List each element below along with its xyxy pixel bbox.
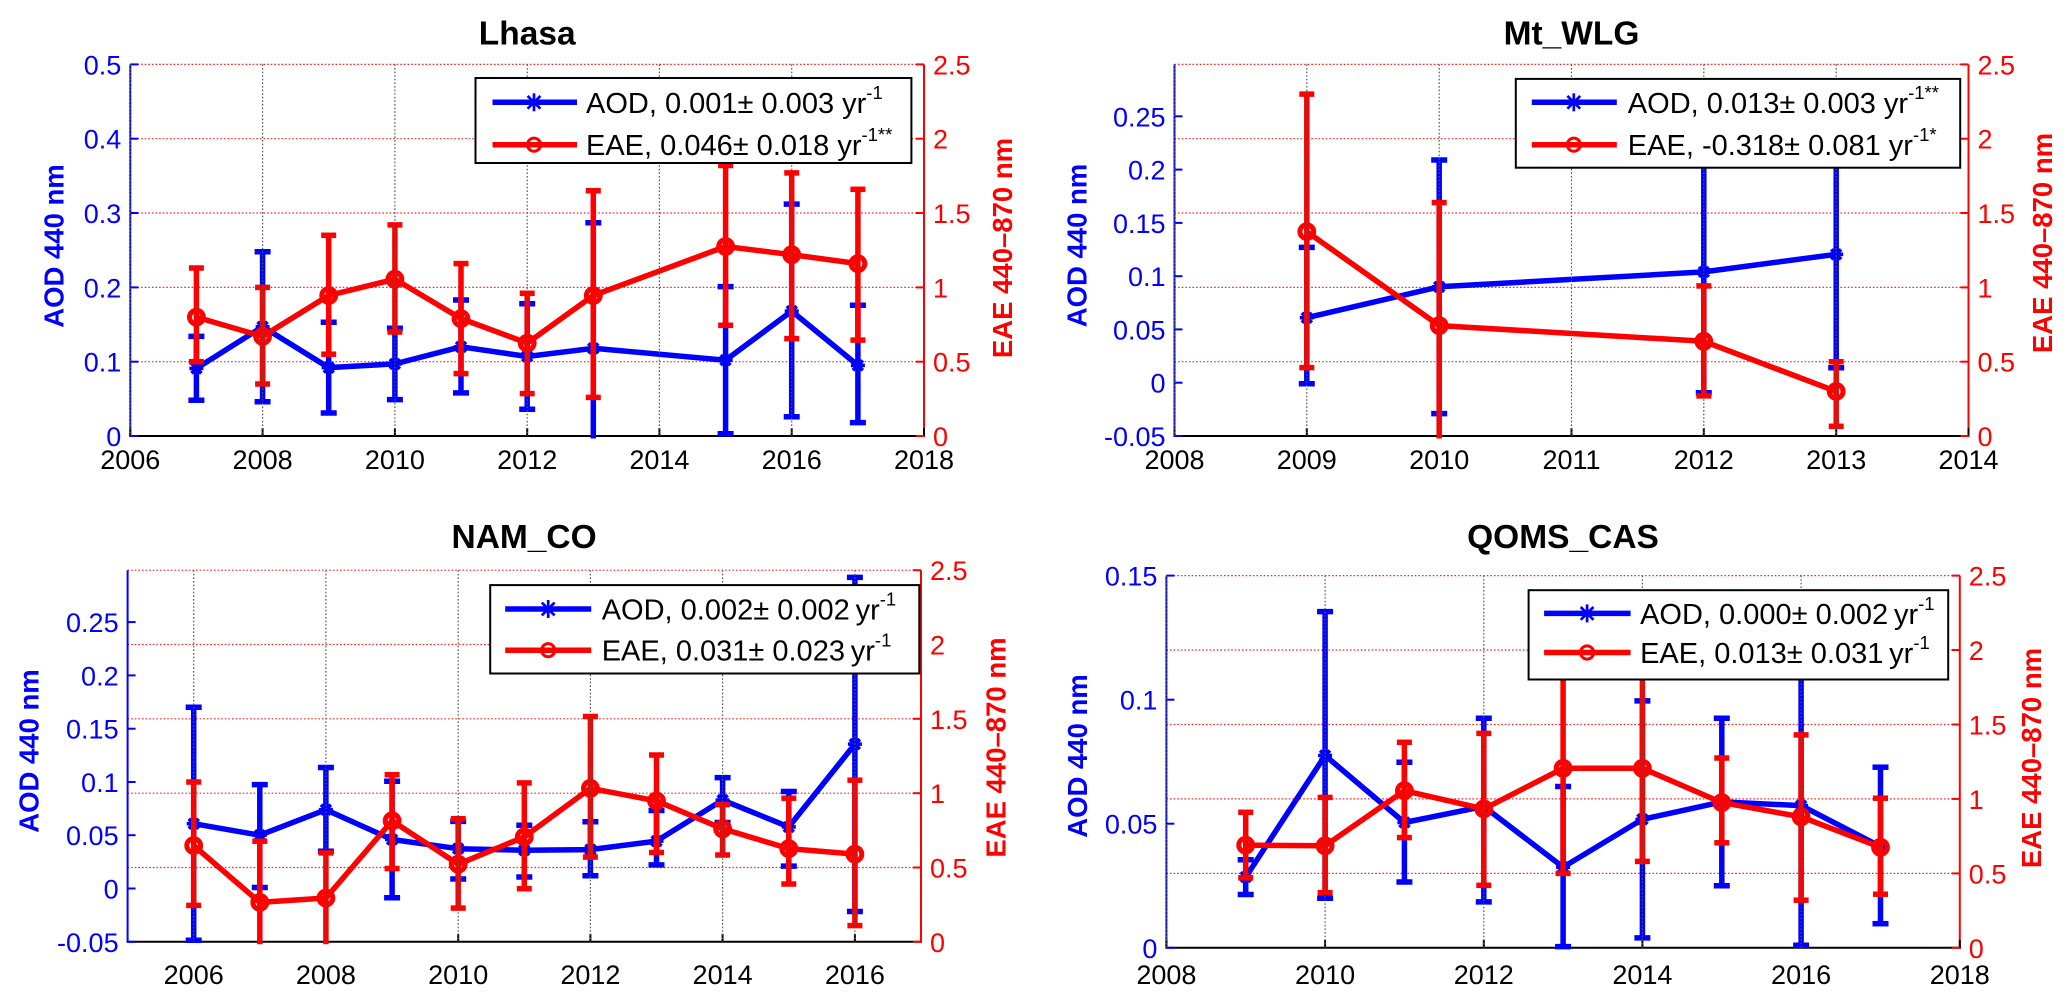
svg-text:0.05: 0.05 — [1113, 315, 1166, 345]
svg-text:0.2: 0.2 — [1128, 156, 1166, 186]
svg-text:0: 0 — [1969, 934, 1984, 964]
svg-text:0.3: 0.3 — [84, 199, 122, 229]
svg-text:EAE 440–870 nm: EAE 440–870 nm — [2027, 133, 2058, 353]
svg-text:1.5: 1.5 — [1969, 711, 2007, 741]
svg-text:Lhasa: Lhasa — [479, 16, 576, 53]
svg-text:2012: 2012 — [497, 445, 557, 475]
svg-text:2.5: 2.5 — [930, 556, 968, 586]
svg-text:2.5: 2.5 — [1969, 562, 2007, 592]
svg-text:2010: 2010 — [1295, 960, 1355, 990]
svg-text:2014: 2014 — [1612, 960, 1672, 990]
svg-text:0.15: 0.15 — [1105, 562, 1158, 592]
svg-text:2016: 2016 — [1771, 960, 1831, 990]
svg-text:-0.05: -0.05 — [57, 928, 119, 958]
svg-text:2: 2 — [933, 125, 948, 155]
svg-text:0: 0 — [106, 422, 121, 452]
svg-text:1: 1 — [1969, 785, 1984, 815]
svg-text:0.1: 0.1 — [1128, 262, 1166, 292]
svg-text:2: 2 — [930, 631, 945, 661]
svg-text:2010: 2010 — [1409, 445, 1469, 475]
svg-text:2018: 2018 — [894, 445, 954, 475]
svg-text:2.5: 2.5 — [933, 50, 971, 80]
svg-text:AOD 440 nm: AOD 440 nm — [14, 669, 45, 833]
svg-text:0.15: 0.15 — [1113, 209, 1166, 239]
svg-text:2008: 2008 — [233, 445, 293, 475]
svg-text:1.5: 1.5 — [1978, 199, 2016, 229]
svg-text:AOD, 0.002± 0.002 yr-1: AOD, 0.002± 0.002 yr-1 — [602, 589, 897, 627]
svg-text:2008: 2008 — [1136, 960, 1196, 990]
svg-text:0.1: 0.1 — [81, 768, 119, 798]
svg-text:AOD, 0.013± 0.003 yr-1**: AOD, 0.013± 0.003 yr-1** — [1628, 82, 1939, 120]
svg-text:1.5: 1.5 — [933, 199, 971, 229]
svg-text:Mt_WLG: Mt_WLG — [1504, 16, 1640, 53]
svg-text:NAM_CO: NAM_CO — [452, 519, 597, 556]
svg-text:0.5: 0.5 — [930, 854, 968, 884]
svg-text:QOMS_CAS: QOMS_CAS — [1467, 519, 1659, 556]
svg-text:AOD 440 nm: AOD 440 nm — [39, 164, 70, 328]
svg-text:2018: 2018 — [1930, 960, 1990, 990]
svg-text:1.5: 1.5 — [930, 705, 968, 735]
svg-text:2.5: 2.5 — [1978, 50, 2016, 80]
svg-text:0.5: 0.5 — [1978, 348, 2016, 378]
svg-text:0.1: 0.1 — [1120, 686, 1158, 716]
svg-text:0.4: 0.4 — [84, 125, 122, 155]
svg-text:2014: 2014 — [1938, 445, 1998, 475]
svg-text:EAE, 0.013± 0.031 yr-1: EAE, 0.013± 0.031 yr-1 — [1640, 632, 1930, 670]
svg-text:1: 1 — [1978, 273, 1993, 303]
svg-text:EAE 440–870 nm: EAE 440–870 nm — [2016, 648, 2047, 868]
svg-text:0.2: 0.2 — [84, 273, 122, 303]
svg-text:0.5: 0.5 — [84, 50, 122, 80]
svg-text:0.1: 0.1 — [84, 348, 122, 378]
svg-text:AOD, 0.001± 0.003 yr-1: AOD, 0.001± 0.003 yr-1 — [586, 82, 883, 120]
svg-text:2016: 2016 — [762, 445, 822, 475]
svg-text:AOD 440 nm: AOD 440 nm — [1062, 164, 1093, 328]
svg-text:0.25: 0.25 — [66, 608, 119, 638]
svg-text:2013: 2013 — [1806, 445, 1866, 475]
svg-text:1: 1 — [933, 273, 948, 303]
svg-text:0.25: 0.25 — [1113, 102, 1166, 132]
svg-text:EAE, 0.046± 0.018 yr-1**: EAE, 0.046± 0.018 yr-1** — [586, 124, 892, 162]
svg-text:2: 2 — [1978, 125, 1993, 155]
svg-text:0.5: 0.5 — [933, 348, 971, 378]
svg-text:2016: 2016 — [825, 960, 885, 990]
svg-text:2010: 2010 — [428, 960, 488, 990]
svg-text:2008: 2008 — [296, 960, 356, 990]
svg-text:EAE 440–870 nm: EAE 440–870 nm — [981, 637, 1012, 857]
svg-text:2012: 2012 — [560, 960, 620, 990]
svg-text:0.2: 0.2 — [81, 661, 119, 691]
svg-text:2006: 2006 — [164, 960, 224, 990]
svg-text:0: 0 — [1978, 422, 1993, 452]
svg-text:2009: 2009 — [1277, 445, 1337, 475]
svg-text:0: 0 — [104, 875, 119, 905]
svg-text:AOD 440 nm: AOD 440 nm — [1062, 674, 1093, 838]
svg-text:0: 0 — [1142, 934, 1157, 964]
svg-text:0: 0 — [930, 928, 945, 958]
svg-text:2: 2 — [1969, 636, 1984, 666]
svg-text:2011: 2011 — [1542, 445, 1600, 475]
svg-text:-0.05: -0.05 — [1104, 422, 1166, 452]
svg-text:EAE, -0.318± 0.081 yr-1*: EAE, -0.318± 0.081 yr-1* — [1628, 124, 1937, 162]
svg-text:0: 0 — [1150, 369, 1165, 399]
svg-text:2006: 2006 — [100, 445, 160, 475]
svg-text:AOD, 0.000± 0.002 yr-1: AOD, 0.000± 0.002 yr-1 — [1640, 593, 1935, 631]
svg-text:2014: 2014 — [693, 960, 753, 990]
svg-text:2012: 2012 — [1674, 445, 1734, 475]
svg-text:2008: 2008 — [1144, 445, 1204, 475]
svg-text:0.05: 0.05 — [66, 821, 119, 851]
svg-text:1: 1 — [930, 779, 945, 809]
svg-text:2014: 2014 — [629, 445, 689, 475]
svg-text:EAE, 0.031± 0.023 yr-1: EAE, 0.031± 0.023 yr-1 — [602, 630, 892, 668]
svg-text:0: 0 — [933, 422, 948, 452]
svg-text:2010: 2010 — [365, 445, 425, 475]
svg-text:2012: 2012 — [1454, 960, 1514, 990]
svg-text:EAE 440–870 nm: EAE 440–870 nm — [987, 138, 1018, 358]
svg-text:0.5: 0.5 — [1969, 859, 2007, 889]
svg-text:0.15: 0.15 — [66, 715, 119, 745]
svg-text:0.05: 0.05 — [1105, 810, 1158, 840]
